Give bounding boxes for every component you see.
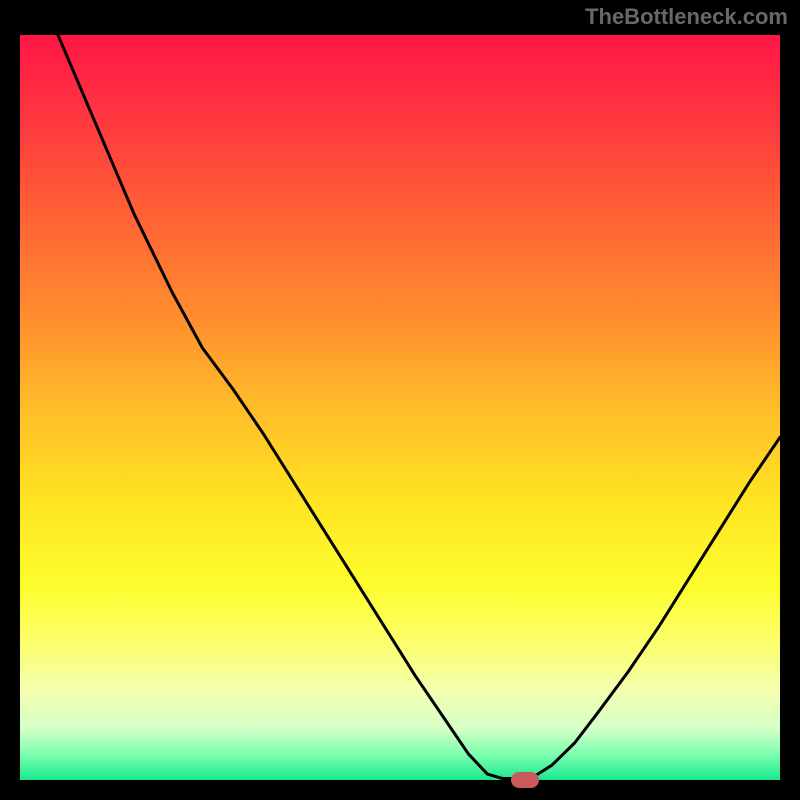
chart-frame: TheBottleneck.com <box>0 0 800 800</box>
plot-area <box>20 35 780 780</box>
bottleneck-curve <box>20 35 780 780</box>
watermark-text: TheBottleneck.com <box>585 4 788 30</box>
optimal-marker <box>511 772 539 788</box>
